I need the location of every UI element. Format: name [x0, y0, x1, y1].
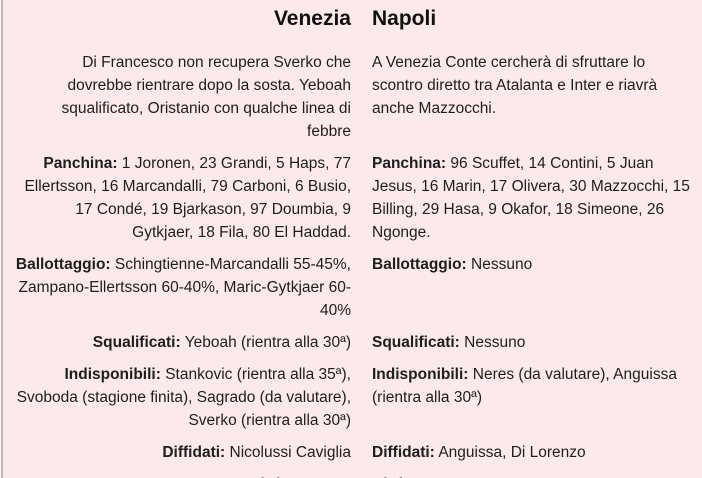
section-value: 96 Scuffet, 14 Contini, 5 Juan Jesus, 16…: [372, 155, 690, 241]
section-value: Yeboah (rientra alla 30ª): [184, 334, 351, 351]
team-name-venezia: Venezia: [273, 7, 351, 30]
section-label: Panchina:: [43, 155, 118, 172]
section-value: Schingtienne-Marcandalli 55-45%, Zampano…: [18, 256, 351, 319]
section-label: Ballottaggio:: [372, 256, 467, 273]
section-label: Indisponibili:: [64, 366, 161, 383]
section-ballottaggio-venezia: Ballottaggio: Schingtienne-Marcandalli 5…: [15, 253, 351, 322]
team-news-grid: Venezia Napoli Di Francesco non recupera…: [3, 0, 702, 478]
section-label: Altri:: [249, 476, 285, 478]
section-value: Nessuno: [412, 476, 473, 478]
section-label: Diffidati:: [372, 444, 435, 461]
section-indisponibili-napoli: Indisponibili: Neres (da valutare), Angu…: [372, 363, 690, 432]
section-label: Panchina:: [372, 155, 447, 172]
section-label: Ballottaggio:: [15, 256, 111, 273]
team-summary-venezia: Di Francesco non recupera Sverko che dov…: [61, 54, 351, 140]
section-label: Altri:: [372, 476, 408, 478]
section-altri-venezia: Altri: Nessuno: [15, 473, 351, 478]
section-ballottaggio-napoli: Ballottaggio: Nessuno: [372, 253, 690, 322]
section-altri-napoli: Altri: Nessuno: [372, 473, 690, 478]
section-diffidati-venezia: Diffidati: Nicolussi Caviglia: [15, 441, 351, 464]
section-value: Nessuno: [464, 334, 526, 351]
team-name-napoli: Napoli: [372, 7, 437, 30]
section-squalificati-venezia: Squalificati: Yeboah (rientra alla 30ª): [15, 331, 351, 354]
section-value: Nessuno: [290, 476, 351, 478]
section-indisponibili-venezia: Indisponibili: Stankovic (rientra alla 3…: [15, 363, 351, 432]
section-value: Anguissa, Di Lorenzo: [438, 444, 586, 461]
section-value: 1 Joronen, 23 Grandi, 5 Haps, 77 Ellerts…: [24, 155, 351, 241]
section-label: Squalificati:: [372, 334, 460, 351]
section-value: Nicolussi Caviglia: [229, 444, 351, 461]
section-value: Neres (da valutare), Anguissa (rientra a…: [372, 366, 677, 406]
section-label: Indisponibili:: [372, 366, 469, 383]
section-diffidati-napoli: Diffidati: Anguissa, Di Lorenzo: [372, 441, 690, 464]
section-panchina-napoli: Panchina: 96 Scuffet, 14 Contini, 5 Juan…: [372, 152, 690, 244]
section-label: Diffidati:: [162, 444, 226, 461]
section-panchina-venezia: Panchina: 1 Joronen, 23 Grandi, 5 Haps, …: [15, 152, 351, 244]
section-value: Stankovic (rientra alla 35ª), Svoboda (s…: [16, 366, 351, 429]
section-value: Nessuno: [471, 256, 533, 273]
section-label: Squalificati:: [92, 334, 181, 351]
team-summary-napoli: A Venezia Conte cercherà di sfruttare lo…: [372, 54, 658, 117]
section-squalificati-napoli: Squalificati: Nessuno: [372, 331, 690, 354]
